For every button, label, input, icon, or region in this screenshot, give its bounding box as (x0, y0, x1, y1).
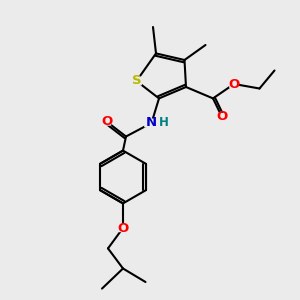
FancyBboxPatch shape (118, 224, 128, 232)
Text: S: S (132, 74, 141, 88)
FancyBboxPatch shape (131, 76, 142, 85)
Text: N: N (146, 116, 157, 130)
Text: H: H (159, 116, 169, 130)
Text: O: O (117, 221, 129, 235)
Text: O: O (216, 110, 228, 124)
FancyBboxPatch shape (102, 117, 111, 126)
Text: O: O (228, 77, 240, 91)
FancyBboxPatch shape (144, 118, 159, 127)
FancyBboxPatch shape (229, 80, 239, 88)
Text: O: O (101, 115, 112, 128)
FancyBboxPatch shape (217, 113, 227, 121)
